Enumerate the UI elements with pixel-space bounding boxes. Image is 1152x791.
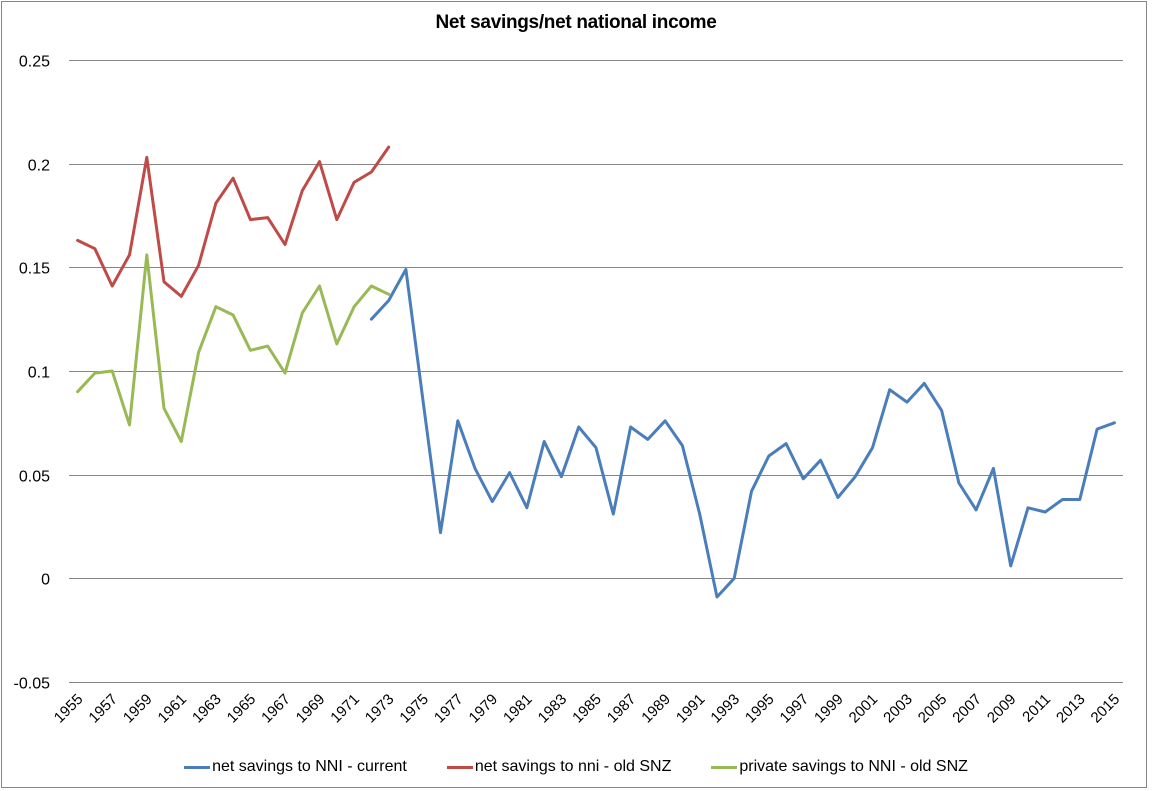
x-tick-label: 1985 (569, 691, 605, 727)
legend-swatch-blue (184, 765, 211, 769)
x-tick-label: 2001 (846, 691, 882, 727)
y-tick-label: 0 (41, 572, 50, 589)
x-tick-label: 1989 (638, 691, 674, 727)
x-tick-label: 1967 (258, 691, 294, 727)
legend-label: private savings to NNI - old SNZ (739, 758, 968, 775)
y-tick-label: -0.05 (14, 676, 51, 693)
legend-label: net savings to nni - old SNZ (474, 758, 672, 775)
legend-item-old-snz: net savings to nni - old SNZ (446, 756, 672, 778)
x-tick-label: 1983 (535, 691, 571, 727)
legend: net savings to NNI - current net savings… (0, 756, 1152, 778)
x-tick-label: 1981 (500, 691, 536, 727)
y-tick-label: 0.25 (19, 54, 50, 71)
legend-item-private-old-snz: private savings to NNI - old SNZ (711, 756, 968, 778)
x-tick-label: 2009 (984, 691, 1020, 727)
y-tick-label: 0.1 (28, 365, 50, 382)
y-tick-label: 0.05 (19, 469, 50, 486)
x-tick-label: 1995 (742, 691, 778, 727)
x-tick-label: 1997 (777, 691, 813, 727)
x-tick-label: 1971 (327, 691, 363, 727)
x-tick-label: 1987 (604, 691, 640, 727)
x-tick-label: 2013 (1053, 691, 1089, 727)
x-tick-label: 2015 (1088, 691, 1124, 727)
x-tick-label: 1975 (396, 691, 432, 727)
x-tick-label: 2011 (1019, 691, 1054, 726)
x-tick-label: 2003 (880, 691, 916, 727)
chart-title: Net savings/net national income (435, 12, 717, 33)
x-tick-label: 1957 (85, 691, 121, 727)
x-tick-label: 1961 (155, 691, 191, 727)
x-tick-label: 1973 (362, 691, 398, 727)
x-tick-label: 2005 (915, 691, 951, 727)
y-axis: 0.25 0.2 0.15 0.1 0.05 0 -0.05 (14, 54, 51, 693)
y-tick-label: 0.15 (19, 261, 50, 278)
x-tick-label: 1991 (673, 691, 709, 727)
x-tick-label: 1965 (224, 691, 260, 727)
gridlines (69, 60, 1123, 683)
series-line (76, 253, 391, 443)
legend-swatch-red (446, 765, 473, 769)
y-tick-label: 0.2 (28, 158, 50, 175)
x-tick-label: 1993 (707, 691, 743, 727)
x-tick-label: 1955 (51, 691, 87, 727)
x-tick-label: 2007 (949, 691, 985, 727)
series-line (369, 267, 1116, 599)
x-tick-label: 1959 (120, 691, 156, 727)
legend-swatch-green (711, 765, 738, 769)
x-axis: 1955195719591961196319651967196919711973… (51, 691, 1123, 727)
x-tick-label: 1969 (293, 691, 329, 727)
x-tick-label: 1979 (466, 691, 502, 727)
x-tick-label: 1977 (431, 691, 467, 727)
series-lines (76, 145, 1116, 599)
x-tick-label: 1963 (189, 691, 225, 727)
legend-label: net savings to NNI - current (212, 758, 407, 775)
series-line (76, 145, 391, 298)
legend-item-current: net savings to NNI - current (184, 756, 407, 778)
x-tick-label: 1999 (811, 691, 847, 727)
